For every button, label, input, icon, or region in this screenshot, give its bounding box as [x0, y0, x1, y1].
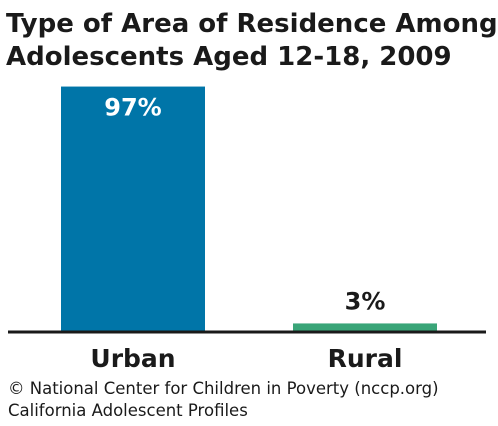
bar-group: 97% 3% — [61, 86, 437, 331]
data-label-rural: 3% — [345, 287, 386, 315]
bar-urban — [61, 86, 205, 331]
chart-title-line-2: Adolescents Aged 12-18, 2009 — [6, 42, 452, 72]
data-label-urban: 97% — [104, 94, 161, 122]
bar-rural — [293, 323, 437, 331]
footer-source: California Adolescent Profiles — [8, 401, 248, 420]
x-tick-label-rural: Rural — [328, 344, 403, 373]
x-tick-label-urban: Urban — [90, 344, 175, 373]
chart-title-line-1: Type of Area of Residence Among — [6, 9, 498, 39]
footer-copyright: © National Center for Children in Povert… — [8, 379, 439, 398]
